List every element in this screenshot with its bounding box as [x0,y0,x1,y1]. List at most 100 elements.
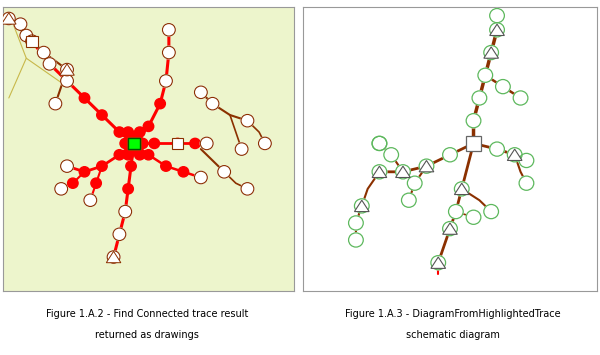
Circle shape [120,207,130,217]
Circle shape [190,138,200,148]
Circle shape [114,150,125,160]
Polygon shape [508,149,522,160]
Circle shape [241,114,254,127]
Circle shape [14,18,27,31]
Circle shape [472,91,487,105]
Circle shape [126,144,136,154]
Circle shape [490,142,505,156]
Polygon shape [355,200,369,212]
Circle shape [466,114,481,128]
Circle shape [513,91,528,105]
Circle shape [401,193,416,207]
Circle shape [161,161,171,171]
Circle shape [164,48,174,58]
Polygon shape [454,183,469,195]
Circle shape [126,161,136,171]
Circle shape [37,46,50,59]
Text: Figure 1.A.3 - DiagramFromHighlightedTrace: Figure 1.A.3 - DiagramFromHighlightedTra… [345,309,561,319]
Bar [128,138,140,149]
Circle shape [443,148,457,162]
Circle shape [490,23,505,37]
Circle shape [478,68,493,82]
Circle shape [143,150,154,160]
Circle shape [161,76,171,86]
Circle shape [44,59,55,69]
Circle shape [126,133,136,143]
Circle shape [27,36,37,46]
Circle shape [149,138,160,148]
Circle shape [123,184,133,194]
Text: returned as drawings: returned as drawings [95,330,199,340]
Circle shape [61,160,73,173]
Circle shape [43,58,56,70]
Circle shape [79,167,90,177]
Circle shape [131,144,142,154]
Circle shape [109,252,119,262]
Circle shape [107,251,120,263]
Circle shape [2,12,15,25]
Circle shape [131,133,142,143]
Circle shape [200,137,213,150]
Polygon shape [395,166,410,178]
Circle shape [431,256,446,270]
Circle shape [454,182,469,196]
Circle shape [160,75,172,87]
Circle shape [163,46,175,59]
Circle shape [97,110,107,120]
Bar [128,138,140,149]
Circle shape [129,138,139,148]
Circle shape [349,216,363,230]
Circle shape [395,165,410,179]
Circle shape [384,148,398,162]
Circle shape [123,127,133,137]
Circle shape [55,182,68,195]
Polygon shape [106,251,121,263]
Circle shape [218,165,230,178]
Circle shape [372,136,387,151]
Polygon shape [431,257,446,268]
Circle shape [79,93,90,103]
Circle shape [508,148,522,162]
Circle shape [484,45,499,60]
Circle shape [407,176,422,190]
Circle shape [484,204,499,219]
Circle shape [235,143,248,155]
Circle shape [26,35,38,48]
Text: schematic diagram: schematic diagram [406,330,500,340]
Circle shape [355,199,369,213]
Circle shape [349,233,363,247]
Circle shape [419,159,434,173]
Circle shape [20,29,32,42]
Circle shape [155,99,166,109]
Circle shape [449,204,463,219]
Circle shape [62,161,72,171]
Circle shape [496,80,510,94]
Text: Figure 1.A.2 - Find Connected trace result: Figure 1.A.2 - Find Connected trace resu… [46,309,248,319]
Polygon shape [419,160,434,172]
Circle shape [61,63,73,76]
Circle shape [62,76,72,86]
Circle shape [84,194,97,207]
Polygon shape [443,223,457,234]
Circle shape [466,210,481,224]
Circle shape [172,138,183,148]
Circle shape [178,167,188,177]
Circle shape [61,75,73,87]
Circle shape [143,121,154,131]
Polygon shape [490,24,505,36]
Bar [26,36,38,47]
Circle shape [259,137,271,150]
Circle shape [372,136,387,151]
Circle shape [114,229,125,239]
Circle shape [91,178,101,188]
Polygon shape [60,64,74,75]
Polygon shape [2,13,16,24]
Polygon shape [372,166,387,178]
Circle shape [119,205,131,218]
Polygon shape [484,47,499,58]
Circle shape [85,195,95,205]
Bar [466,136,481,151]
Circle shape [194,86,207,99]
Circle shape [56,184,67,194]
Circle shape [49,97,62,110]
